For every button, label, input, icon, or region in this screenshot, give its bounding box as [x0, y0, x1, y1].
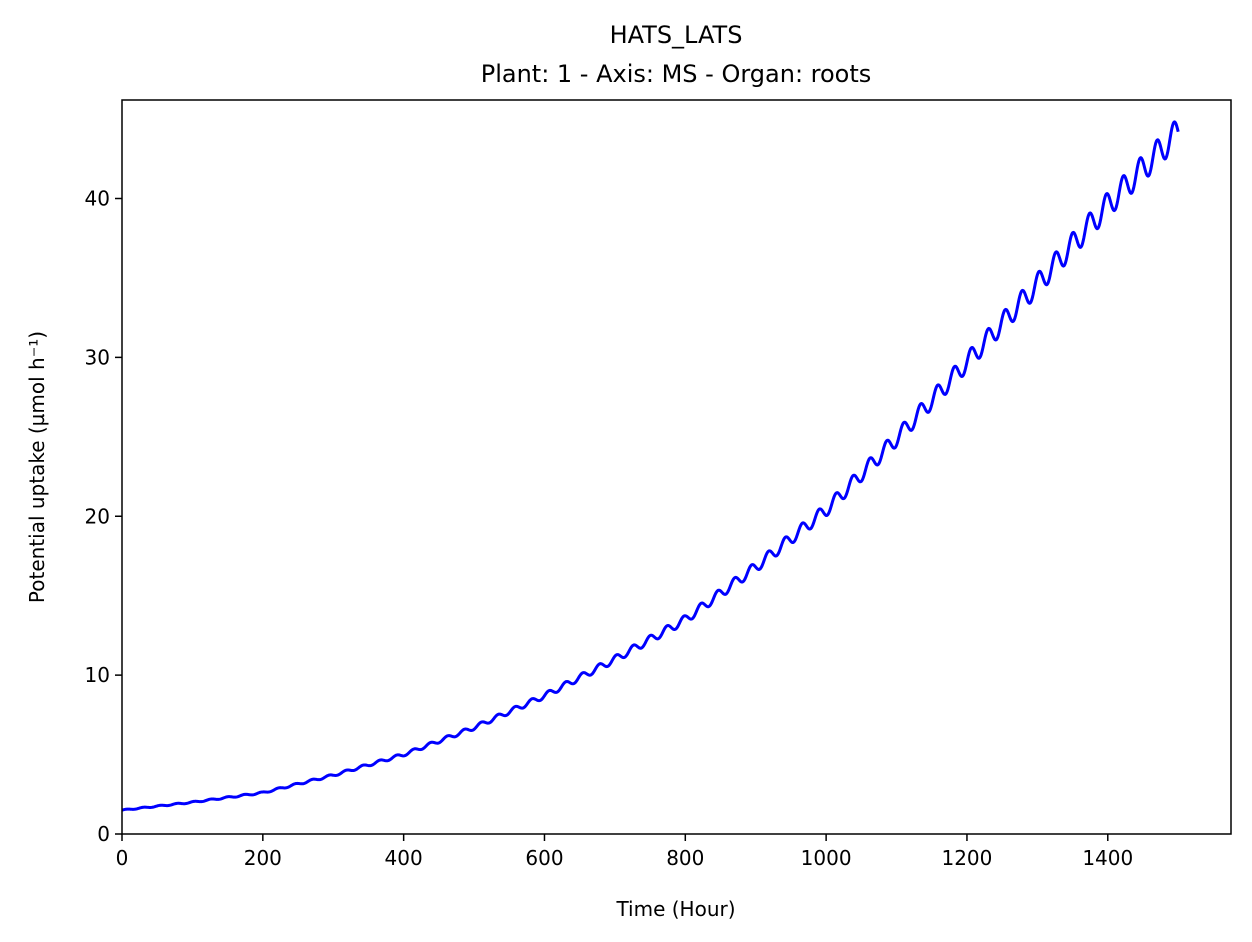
y-tick-label: 0: [97, 822, 110, 846]
y-tick-label: 10: [85, 663, 110, 687]
x-tick-label: 400: [385, 846, 423, 870]
x-tick-label: 1000: [801, 846, 852, 870]
x-tick-label: 1200: [941, 846, 992, 870]
series-line: [121, 120, 1180, 812]
y-axis-label: Potential uptake (µmol h⁻¹): [25, 331, 49, 603]
plot-frame: [121, 99, 1232, 835]
chart-subtitle: Plant: 1 - Axis: MS - Organ: roots: [481, 60, 872, 88]
x-axis-label: Time (Hour): [615, 897, 735, 921]
y-tick-label: 40: [85, 187, 110, 211]
y-tick-label: 20: [85, 504, 110, 528]
x-tick-label: 200: [244, 846, 282, 870]
x-tick-label: 800: [666, 846, 704, 870]
y-axis-ticks: 0 10 20 30 40: [85, 187, 122, 846]
x-tick-label: 1400: [1082, 846, 1133, 870]
x-tick-label: 600: [525, 846, 563, 870]
x-axis-ticks: 0 200 400 600 800 1000 1200 1400: [116, 834, 1133, 870]
chart-title: HATS_LATS: [610, 21, 743, 49]
x-tick-label: 0: [116, 846, 129, 870]
y-tick-label: 30: [85, 345, 110, 369]
